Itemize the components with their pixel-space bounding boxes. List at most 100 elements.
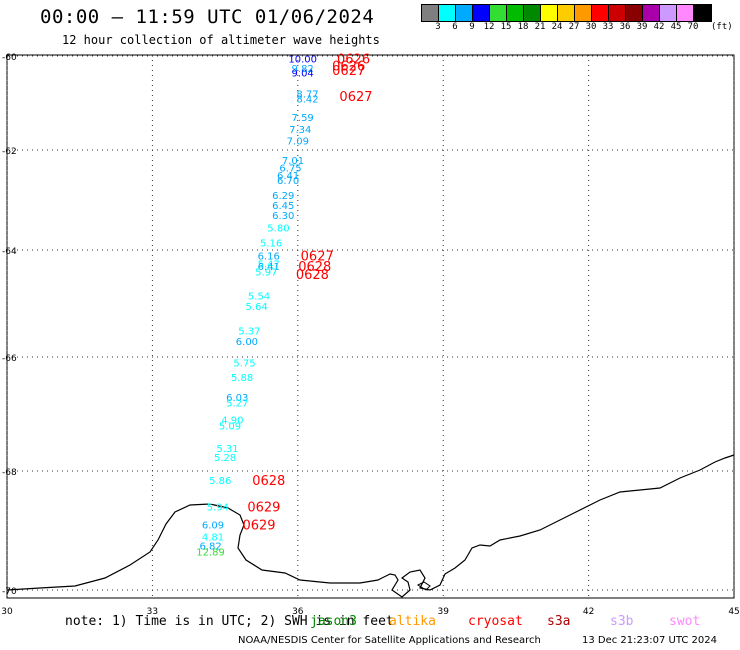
legend-tick-label: 18 — [517, 22, 529, 32]
legend-swatch — [507, 5, 524, 21]
longitude-tick-label: 33 — [147, 607, 158, 617]
legend-tick-label: 27 — [568, 22, 580, 32]
latitude-tick-label: -62 — [2, 147, 17, 157]
satellite-legend-item: swot — [669, 614, 701, 629]
wave-height-value: 5.86 — [209, 476, 231, 487]
latitude-labels: -60 -62 -64 -66 -68 -70 — [2, 53, 17, 597]
pass-time-label: 0628 — [296, 268, 329, 283]
pass-time-label: 0628 — [252, 474, 285, 489]
map-title: 00:00 — 11:59 UTC 01/06/2024 — [40, 6, 375, 28]
legend-swatch — [609, 5, 626, 21]
legend-swatch — [694, 5, 711, 21]
wave-height-value: 6.75 — [279, 164, 301, 175]
pass-time-label: 0629 — [247, 501, 280, 516]
wave-height-value: 6.70 — [277, 176, 299, 187]
satellite-legend-item: cryosat — [468, 614, 523, 629]
legend-swatch — [541, 5, 558, 21]
legend-tick-label: 9 — [469, 22, 475, 32]
legend-tick-label: 30 — [585, 22, 597, 32]
satellite-legend-item: jason3 — [310, 614, 357, 629]
wave-height-value: 5.09 — [219, 421, 241, 432]
wave-height-value: 5.75 — [233, 359, 255, 370]
longitude-labels: 30 33 36 39 42 45 — [1, 607, 740, 617]
color-legend-bar — [421, 4, 712, 22]
wave-height-value: 9.82 — [292, 64, 314, 75]
satellite-legend-item: s3b — [610, 614, 634, 629]
legend-swatch — [575, 5, 592, 21]
wave-height-value: 9.04 — [292, 68, 314, 79]
wave-height-value: 5.54 — [248, 291, 270, 302]
legend-tick-label: 70 — [687, 22, 699, 32]
wave-height-value: 6.41 — [258, 262, 280, 273]
wave-height-value: 5.88 — [231, 373, 253, 384]
legend-swatch — [660, 5, 677, 21]
latitude-tick-label: -68 — [2, 468, 17, 478]
legend-tick-label: 36 — [619, 22, 631, 32]
satellite-legend-item: s3a — [547, 614, 571, 629]
longitude-tick-label: 42 — [583, 607, 594, 617]
footer-note: note: 1) Time is in UTC; 2) SWH is in fe… — [65, 614, 394, 629]
legend-swatch — [592, 5, 609, 21]
pass-time-label: 0627 — [301, 249, 334, 264]
wave-height-value: 5.97 — [255, 267, 277, 278]
pass-time-label: 0626 — [332, 59, 365, 74]
wave-height-value: 6.16 — [258, 251, 280, 262]
generated-timestamp: 13 Dec 21:23:07 UTC 2024 — [582, 635, 717, 646]
legend-swatch — [677, 5, 694, 21]
longitude-tick-label: 45 — [728, 607, 739, 617]
legend-tick-label: 12 — [483, 22, 495, 32]
legend-swatch — [558, 5, 575, 21]
coastline-inlet — [416, 581, 431, 591]
wave-height-value: 5.27 — [226, 399, 248, 410]
credit-line: NOAA/NESDIS Center for Satellite Applica… — [238, 635, 541, 646]
wave-height-value: 6.30 — [272, 211, 294, 222]
pass-time-label: 0629 — [242, 519, 275, 534]
legend-swatch — [473, 5, 490, 21]
wave-height-value: 5.28 — [214, 453, 236, 464]
wave-height-value: 6.82 — [199, 541, 221, 552]
wave-height-value: 8.77 — [296, 90, 318, 101]
wave-height-value: 5.47 — [258, 259, 280, 270]
wave-height-labels: 10.009.829.048.778.427.597.347.097.016.7… — [196, 54, 318, 558]
longitude-tick-label: 30 — [1, 607, 13, 617]
wave-height-value: 7.59 — [292, 113, 314, 124]
legend-swatch — [524, 5, 541, 21]
pass-time-label: 0626 — [337, 52, 370, 67]
legend-tick-label: 6 — [452, 22, 458, 32]
legend-swatch — [643, 5, 660, 21]
wave-height-value: 12.89 — [196, 547, 225, 558]
legend-tick-label: 33 — [602, 22, 614, 32]
legend-tick-label: 21 — [534, 22, 546, 32]
legend-swatch — [456, 5, 473, 21]
wave-height-value: 7.09 — [287, 137, 309, 148]
latitude-tick-label: -66 — [2, 354, 17, 364]
wave-height-value: 6.00 — [236, 337, 258, 348]
legend-tick-label: 15 — [500, 22, 512, 32]
wave-height-value: 4.81 — [202, 532, 224, 543]
wave-height-value: 5.64 — [245, 302, 267, 313]
wave-height-value: 6.29 — [272, 191, 294, 202]
wave-height-value: 6.45 — [272, 201, 294, 212]
legend-swatch — [626, 5, 643, 21]
wave-height-value: 4.90 — [221, 416, 243, 427]
legend-tick-label: 24 — [551, 22, 563, 32]
latitude-tick-label: -60 — [2, 53, 17, 63]
wave-height-value: 7.34 — [289, 125, 311, 136]
wave-height-value: 7.01 — [282, 156, 304, 167]
wave-height-value: 5.94 — [207, 503, 229, 514]
latitude-tick-label: -64 — [2, 247, 17, 257]
wave-height-value: 6.09 — [202, 521, 224, 532]
antarctic-coastline — [6, 454, 735, 598]
legend-tick-label: 42 — [653, 22, 665, 32]
wave-height-value: 6.41 — [277, 171, 299, 182]
pass-time-label: 0628 — [298, 260, 331, 275]
satellite-legend-item: altika — [389, 614, 436, 629]
longitude-tick-label: 39 — [438, 607, 450, 617]
legend-swatch — [490, 5, 507, 21]
wave-height-value: 5.31 — [216, 444, 238, 455]
legend-swatch — [422, 5, 439, 21]
graticule — [6, 55, 735, 598]
wave-height-value: 5.16 — [260, 239, 282, 250]
